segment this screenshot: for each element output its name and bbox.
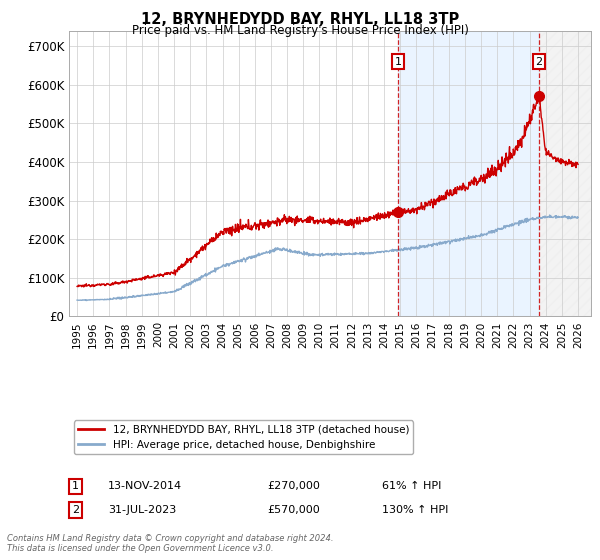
Text: Contains HM Land Registry data © Crown copyright and database right 2024.
This d: Contains HM Land Registry data © Crown c… (7, 534, 334, 553)
Text: 130% ↑ HPI: 130% ↑ HPI (382, 505, 449, 515)
Text: 1: 1 (395, 57, 401, 67)
Text: 2: 2 (72, 505, 79, 515)
Bar (398, 31, 539, 316)
Text: 31-JUL-2023: 31-JUL-2023 (108, 505, 176, 515)
Text: Price paid vs. HM Land Registry's House Price Index (HPI): Price paid vs. HM Land Registry's House … (131, 24, 469, 37)
Text: 12, BRYNHEDYDD BAY, RHYL, LL18 3TP: 12, BRYNHEDYDD BAY, RHYL, LL18 3TP (141, 12, 459, 27)
Text: 2: 2 (535, 57, 542, 67)
Text: 61% ↑ HPI: 61% ↑ HPI (382, 482, 442, 491)
Legend: 12, BRYNHEDYDD BAY, RHYL, LL18 3TP (detached house), HPI: Average price, detache: 12, BRYNHEDYDD BAY, RHYL, LL18 3TP (deta… (74, 421, 413, 454)
Text: 1: 1 (72, 482, 79, 491)
Bar (539, 31, 600, 316)
Text: £270,000: £270,000 (268, 482, 320, 491)
Text: £570,000: £570,000 (268, 505, 320, 515)
Text: 13-NOV-2014: 13-NOV-2014 (108, 482, 182, 491)
